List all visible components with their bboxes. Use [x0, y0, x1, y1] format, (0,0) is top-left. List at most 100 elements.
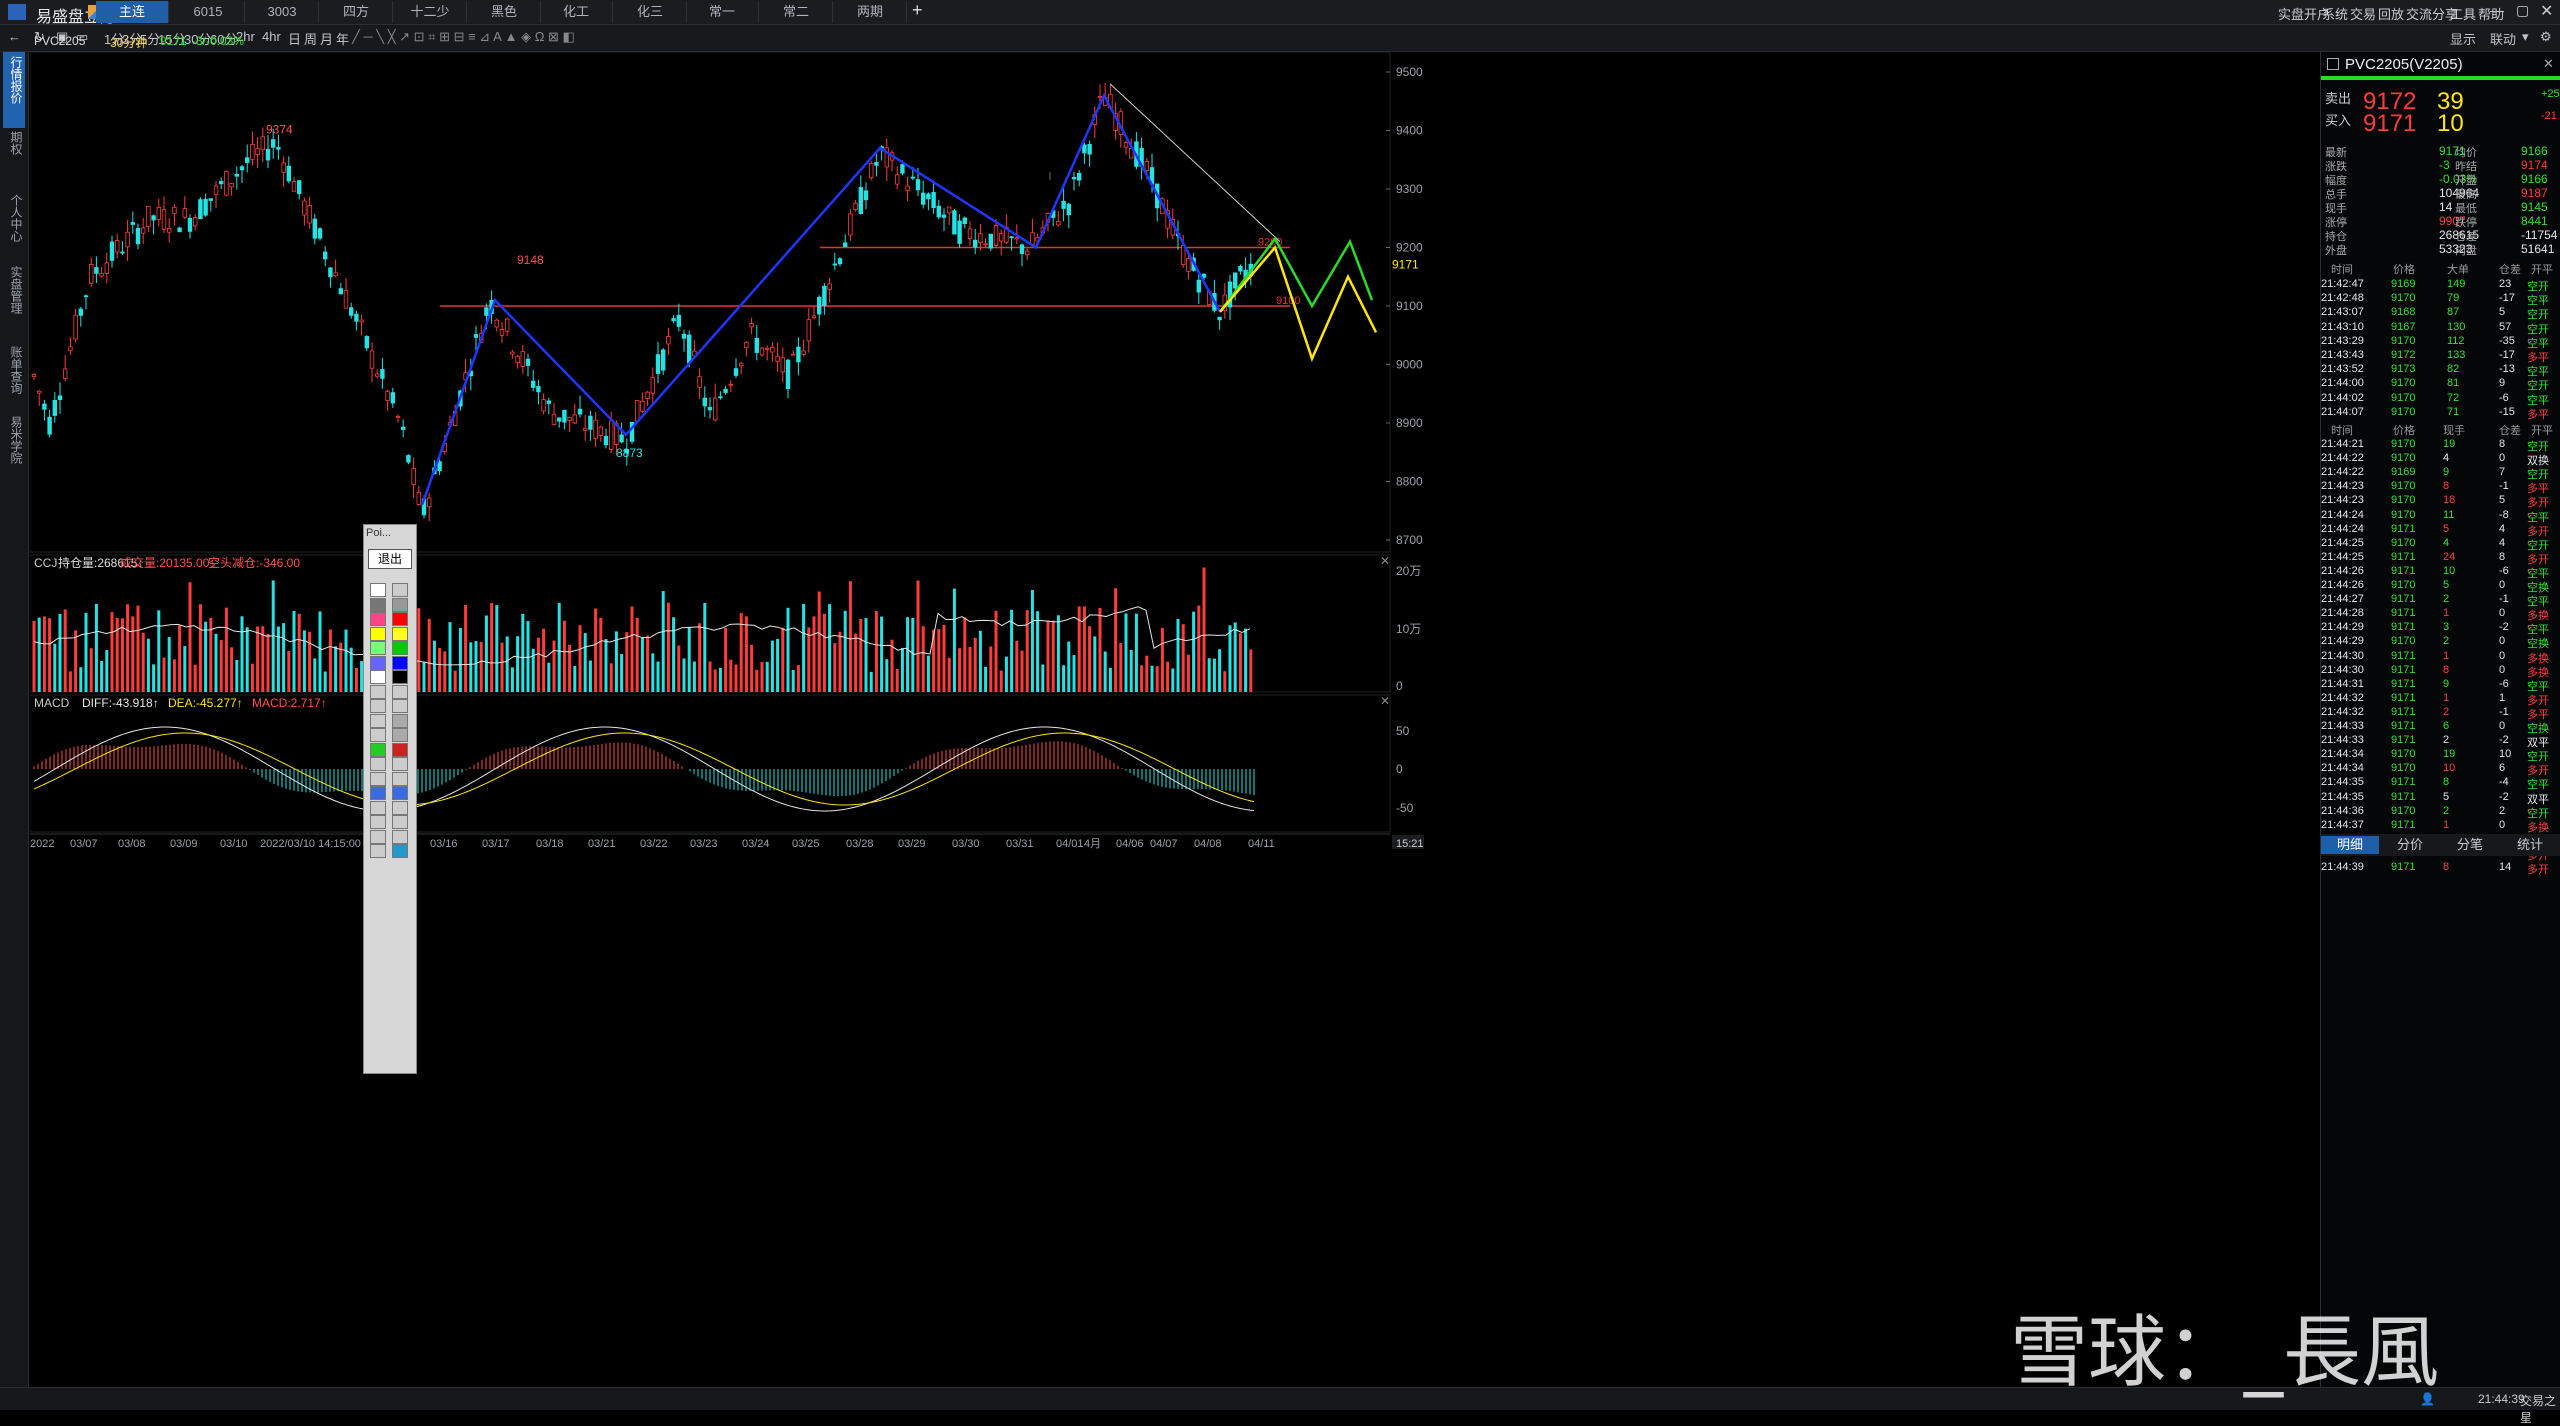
select-icon[interactable] — [370, 771, 386, 786]
chevron-down-icon[interactable]: ▾ — [2522, 29, 2529, 44]
menu-0[interactable]: 实盘开户 — [2278, 7, 2331, 22]
color-red[interactable] — [392, 612, 408, 626]
settings-icon[interactable]: ⚙ — [2540, 29, 2552, 44]
color-pink[interactable] — [370, 612, 386, 626]
color-blue[interactable] — [392, 655, 408, 670]
color-green[interactable] — [392, 641, 408, 655]
period-8[interactable]: 日 — [288, 32, 302, 47]
minus-icon[interactable] — [392, 786, 408, 800]
delete-icon[interactable] — [392, 800, 408, 815]
tab-7[interactable]: 化三 — [614, 1, 687, 23]
save-icon[interactable]: ▣ — [56, 29, 69, 44]
pen-icon[interactable] — [392, 684, 408, 699]
rail-item-2[interactable]: 个人中心 — [9, 194, 23, 242]
color-lightgreen[interactable] — [370, 641, 386, 655]
fill-rect-icon[interactable] — [392, 713, 408, 728]
detail-tab-1[interactable]: 分价 — [2396, 837, 2423, 852]
zoom-icon[interactable] — [392, 771, 408, 786]
rail-item-0[interactable]: 行情报价 — [3, 52, 25, 128]
tab-10[interactable]: 两期 — [834, 1, 907, 23]
minimize-icon[interactable]: — — [2490, 2, 2504, 18]
copy-icon[interactable] — [392, 815, 408, 829]
refresh-icon[interactable]: ↻ — [34, 29, 45, 44]
tab-0[interactable]: 主连 — [96, 1, 169, 23]
ellipse-icon[interactable] — [370, 728, 386, 742]
tab-5[interactable]: 黑色 — [468, 1, 541, 23]
period-10[interactable]: 月 — [320, 32, 334, 47]
rect-icon[interactable] — [370, 713, 386, 728]
tab-8[interactable]: 常一 — [686, 1, 759, 23]
menu-4[interactable]: 交流分享 — [2406, 7, 2459, 22]
period-1[interactable]: 3分 — [122, 32, 143, 47]
dot-large-icon[interactable] — [370, 597, 386, 612]
period-3[interactable]: 15分 — [158, 32, 186, 47]
period-6[interactable]: 2hr — [236, 29, 255, 44]
tab-3[interactable]: 四方 — [320, 1, 393, 23]
drawing-palette[interactable]: Poi... 退出 — [363, 524, 417, 1074]
tab-6[interactable]: 化工 — [540, 1, 613, 23]
display-toggle[interactable]: 显示 — [2450, 32, 2477, 47]
screenshot-icon[interactable] — [370, 844, 386, 858]
period-0[interactable]: 1分 — [104, 32, 125, 47]
segment-icon[interactable] — [370, 699, 386, 713]
menu-1[interactable]: 系统 — [2322, 7, 2349, 22]
rail-item-3[interactable]: 实盘管理 — [9, 266, 23, 314]
fill-ellipse-icon[interactable] — [392, 728, 408, 742]
color-yellow[interactable] — [370, 626, 386, 641]
rail-item-5[interactable]: 易米学院 — [9, 416, 23, 464]
menu-5[interactable]: 工具 — [2450, 7, 2477, 22]
close-icon[interactable]: ✕ — [2543, 56, 2554, 71]
period-11[interactable]: 年 — [336, 32, 350, 47]
color-yellow-bright[interactable] — [392, 626, 408, 641]
print-icon[interactable] — [370, 829, 386, 844]
tab-9[interactable]: 常二 — [760, 1, 833, 23]
chart-area[interactable]: 9500 9400 9300 9200 9100 9000 8900 8800 8700 9200… — [29, 35, 2320, 1387]
draw-tools-icon[interactable]: ╱ ─ ╲ ╳ ↗ ⊡ ⌗ ⊞ ⊟ ≡ ⊿ A ▲ ◈ Ω ⊠ ◧ — [352, 29, 575, 44]
menu-2[interactable]: 交易 — [2350, 7, 2377, 22]
tab-4[interactable]: 十二少 — [394, 1, 467, 23]
period-4[interactable]: 30分 — [184, 32, 212, 47]
period-9[interactable]: 周 — [304, 32, 318, 47]
menu-6[interactable]: 帮助 — [2478, 7, 2505, 22]
tab-1[interactable]: 6015 — [172, 1, 245, 23]
volume-bar — [1114, 588, 1118, 692]
user-icon[interactable]: 👤 — [2420, 1392, 2435, 1406]
new-icon[interactable] — [370, 815, 386, 829]
back-icon[interactable]: ← — [8, 29, 21, 44]
undo-icon[interactable] — [370, 800, 386, 815]
period-7[interactable]: 4hr — [262, 29, 281, 44]
rail-item-4[interactable]: 账单查询 — [9, 346, 23, 394]
ray-icon[interactable] — [392, 699, 408, 713]
kline-chart-svg[interactable]: 9500940093009200910090008900880087009200… — [29, 35, 2320, 1387]
rail-item-1[interactable]: 期权 — [9, 131, 23, 155]
tab-2[interactable]: 3003 — [246, 1, 319, 23]
color-black[interactable] — [392, 670, 408, 684]
dot-large-icon[interactable] — [392, 597, 408, 612]
period-5[interactable]: 60分 — [210, 32, 238, 47]
color-lightblue[interactable] — [370, 655, 386, 670]
dot-small-icon[interactable] — [370, 583, 386, 597]
detail-tab-3[interactable]: 统计 — [2516, 837, 2543, 852]
menu-3[interactable]: 回放 — [2378, 7, 2405, 22]
text-icon[interactable] — [392, 757, 408, 771]
add-icon[interactable] — [370, 786, 386, 800]
exit-button[interactable]: 退出 — [368, 549, 412, 569]
save-icon[interactable] — [392, 829, 408, 844]
close-icon[interactable]: ✕ — [2540, 3, 2554, 20]
panel-icon[interactable] — [2327, 58, 2339, 70]
volume-bar — [1051, 620, 1055, 692]
add-tab-icon[interactable]: + — [912, 0, 923, 20]
detail-tab-2[interactable]: 分笔 — [2456, 837, 2483, 852]
check-icon[interactable] — [370, 742, 386, 757]
detail-tab-0[interactable]: 明细 — [2321, 836, 2379, 854]
color-white[interactable] — [370, 670, 386, 684]
maximize-icon[interactable]: ▢ — [2516, 2, 2530, 18]
period-2[interactable]: 5分 — [140, 32, 161, 47]
dot-small-icon[interactable] — [392, 583, 408, 597]
cross-icon[interactable] — [392, 742, 408, 757]
open-icon[interactable]: ▭ — [76, 29, 89, 44]
curve-icon[interactable] — [370, 684, 386, 699]
help-icon[interactable] — [392, 844, 408, 858]
arrow-both-icon[interactable] — [370, 757, 386, 771]
link-toggle[interactable]: 联动 — [2490, 32, 2517, 47]
